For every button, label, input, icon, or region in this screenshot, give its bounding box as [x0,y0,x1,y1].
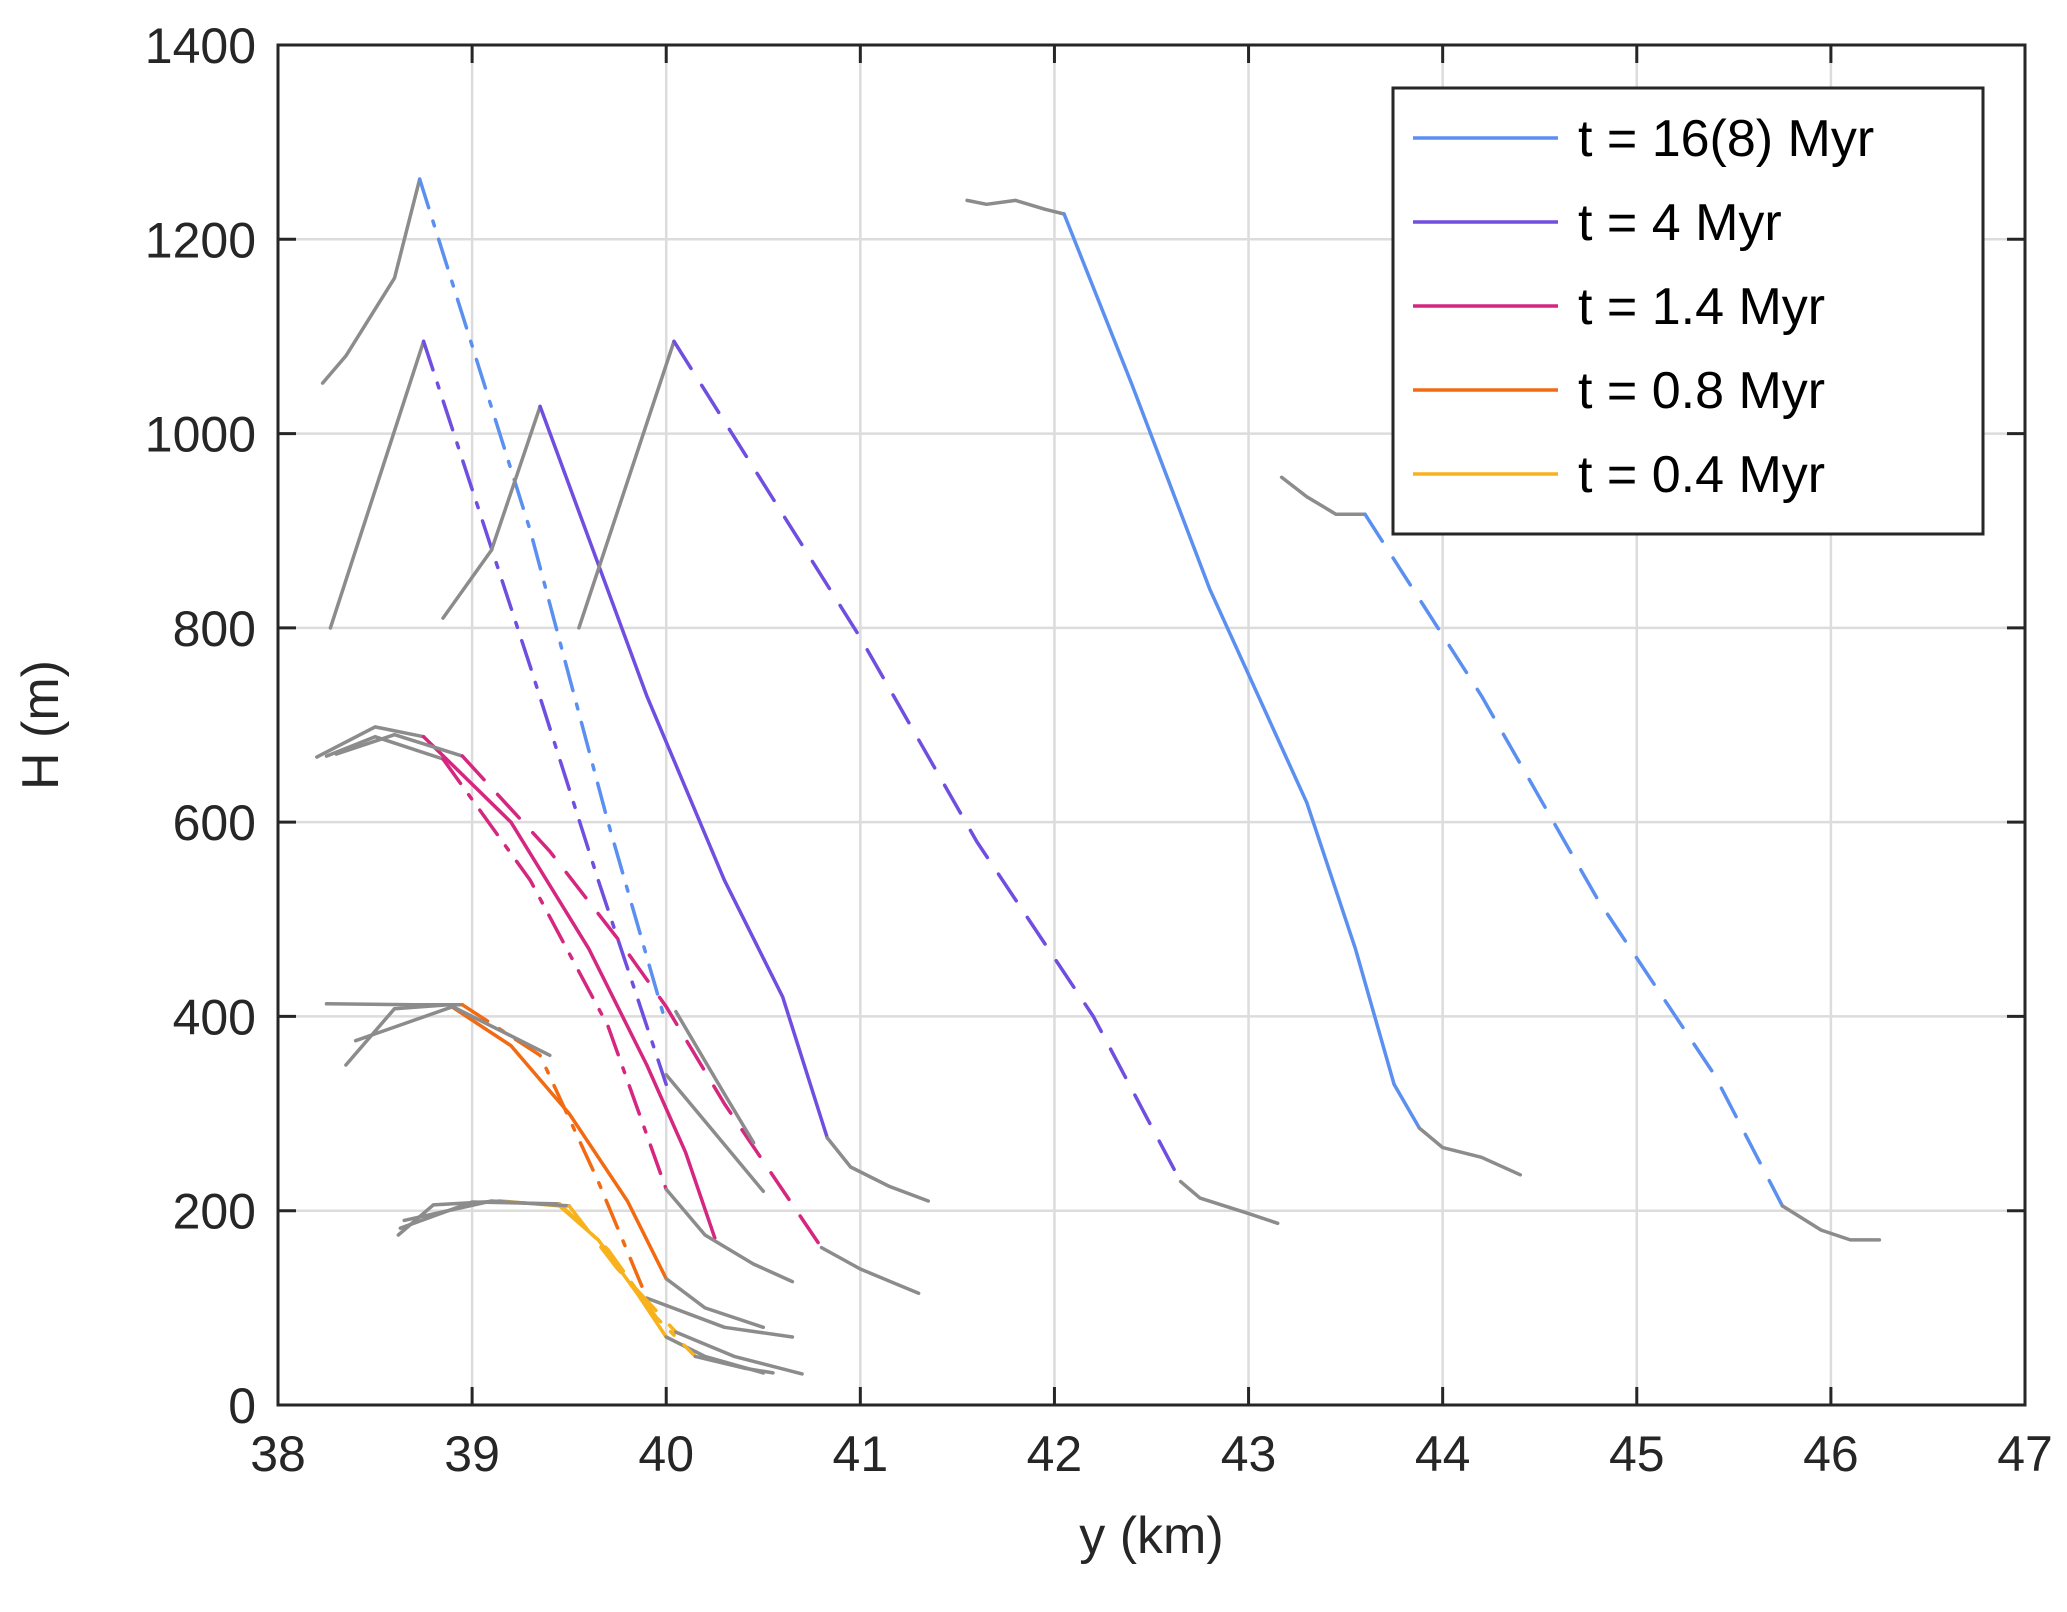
x-tick-label: 43 [1221,1426,1277,1482]
series-t1_4-19 [441,757,668,1192]
y-tick-label: 1000 [145,407,256,463]
y-axis-label: H (m) [12,660,70,790]
x-tick-label: 44 [1415,1426,1471,1482]
series-gray-23 [819,1245,921,1296]
y-tick-label: 200 [173,1184,256,1240]
x-tick-label: 40 [638,1426,694,1482]
series-t1_4-17 [421,734,717,1240]
series-gray-6 [825,1136,931,1203]
legend-label-1: t = 4 Myr [1578,194,1782,252]
x-axis-label: y (km) [1079,1507,1223,1565]
series-t4-3 [421,339,668,1087]
series-gray-31 [645,1296,795,1339]
legend-label-3: t = 0.8 Myr [1578,362,1825,420]
series-gray-0 [320,177,422,385]
x-tick-label: 38 [250,1426,306,1482]
series-gray-20 [664,1187,795,1284]
series-t0_8-27 [447,1003,668,1281]
series-gray-18 [324,734,445,761]
x-tick-label: 45 [1609,1426,1665,1482]
series-gray-38 [693,1354,775,1375]
x-tick-label: 42 [1027,1426,1083,1482]
series-gray-16 [315,725,426,759]
tick-labels: 38 39 40 41 42 43 44 45 46 47 0 200 400 600 800 1000 120… [145,18,2053,1482]
series-gray-25 [674,1009,756,1145]
x-tick-label: 41 [833,1426,889,1482]
x-tick-label: 47 [1997,1426,2053,1482]
y-tick-label: 1400 [145,18,256,74]
y-tick-label: 600 [173,795,256,851]
x-tick-label: 39 [444,1426,500,1482]
series-t4-5 [538,404,830,1140]
series-gray-21 [334,732,465,758]
series-t16-11 [1062,212,1422,1130]
series-gray-29 [324,1002,465,1007]
series-layer [315,177,1882,1376]
y-tick-label: 800 [173,601,256,657]
series-t0_4-40 [567,1204,678,1334]
legend-label-4: t = 0.4 Myr [1578,446,1825,504]
series-t4-8 [672,339,1183,1184]
plot-frame [276,43,2027,1407]
legend-label-0: t = 16(8) Myr [1578,110,1874,168]
series-gray-28 [664,1276,766,1330]
y-tick-label: 400 [173,989,256,1045]
series-t16-1 [417,177,668,1026]
series-gray-2 [328,339,426,630]
y-tick-label: 1200 [145,212,256,268]
ticks [276,43,2027,1407]
series-gray-41 [674,1330,804,1376]
series-gray-12 [1417,1126,1523,1177]
series-gray-7 [577,339,676,630]
series-t1_4-22 [460,754,824,1250]
series-gray-13 [1279,475,1367,516]
legend-box [1391,86,1985,536]
series-gray-15 [1780,1204,1882,1242]
series-gray-9 [1178,1179,1280,1226]
y-tick-label: 0 [228,1378,256,1434]
x-tick-label: 46 [1803,1426,1859,1482]
legend: t = 16(8) Myr t = 4 Myr t = 1.4 Myr t = 0.8… [1391,86,1985,536]
series-t0_4-37 [557,1202,698,1359]
series-gray-10 [965,198,1066,216]
series-gray-4 [441,404,542,620]
series-gray-39 [402,1199,571,1223]
series-gray-32 [353,1004,552,1058]
series-gray-24 [664,1072,766,1194]
legend-label-2: t = 1.4 Myr [1578,278,1825,336]
